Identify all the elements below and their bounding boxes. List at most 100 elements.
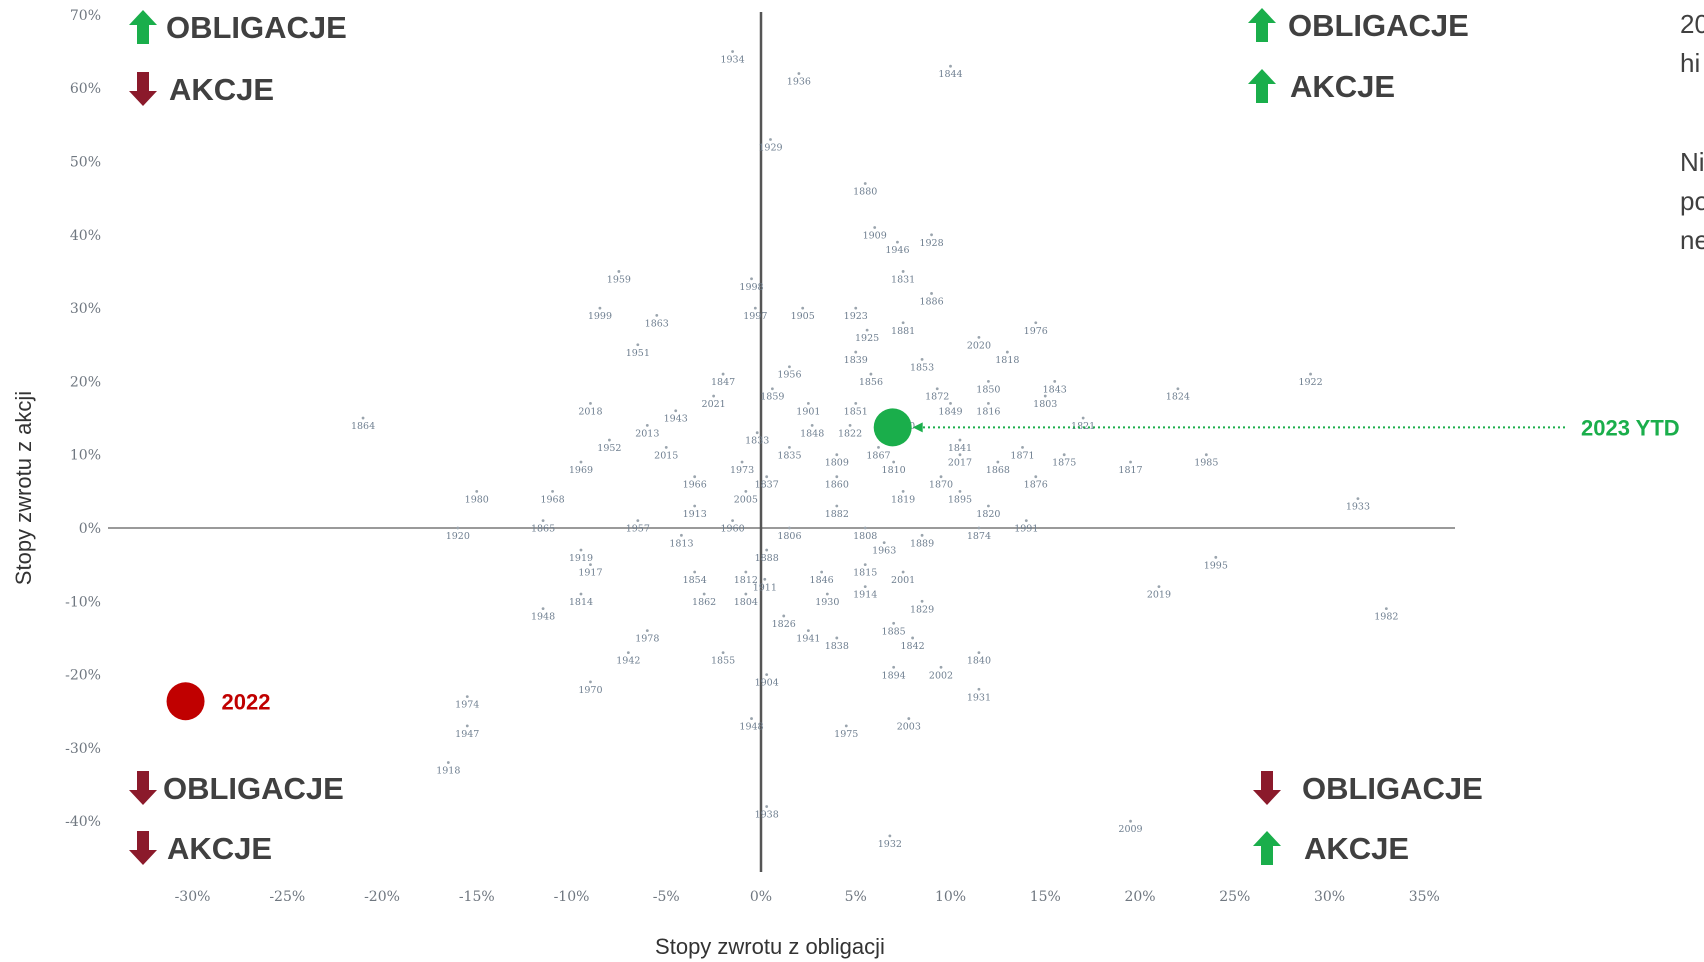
data-point-label: 2009 — [1118, 824, 1142, 835]
data-point-dot — [901, 270, 905, 273]
data-point-dot — [901, 321, 905, 325]
data-point-label: 1814 — [569, 597, 593, 608]
data-point-dot — [835, 636, 839, 640]
data-point-dot — [1034, 321, 1038, 325]
data-point-dot — [801, 306, 805, 310]
data-point-dot — [863, 526, 867, 530]
data-point-label: 1846 — [810, 575, 834, 586]
data-point-label: 1991 — [1014, 524, 1038, 535]
data-point-label: 2019 — [1147, 590, 1171, 601]
data-point-dot — [854, 306, 858, 310]
data-point-label: 2001 — [891, 575, 915, 586]
data-point-label: 1932 — [878, 839, 902, 850]
arrow-up-icon — [1248, 8, 1276, 42]
data-point-label: 1881 — [891, 326, 915, 337]
data-point-dot — [1356, 497, 1360, 501]
data-point-label: 1839 — [844, 355, 868, 366]
data-point-dot — [674, 409, 678, 413]
data-point-dot — [835, 504, 839, 508]
data-point-label: 1850 — [976, 384, 1000, 395]
data-point-label: 1976 — [1024, 326, 1048, 337]
data-point-dot — [863, 563, 867, 567]
data-point-label: 1812 — [734, 575, 758, 586]
data-point-dot — [636, 519, 640, 523]
data-point-label: 1934 — [720, 55, 744, 66]
data-point-dot — [920, 533, 924, 537]
data-point-dot — [863, 585, 867, 589]
y-tick-label: 0% — [79, 521, 101, 537]
data-point-dot — [645, 629, 649, 633]
data-point-dot — [865, 328, 869, 332]
y-tick-label: 10% — [70, 448, 101, 464]
data-point-label: 1909 — [863, 230, 887, 241]
data-point-label: 1948 — [531, 612, 555, 623]
data-point-dot — [1043, 394, 1047, 398]
y-tick-label: -10% — [65, 594, 101, 610]
data-point-dot — [882, 541, 886, 545]
data-point-dot — [901, 570, 905, 574]
data-point-label: 1848 — [800, 428, 824, 439]
y-tick-label: 40% — [70, 228, 101, 244]
data-point-label: 1872 — [925, 392, 949, 403]
data-point-label: 1966 — [683, 480, 707, 491]
y-tick-label: 20% — [70, 374, 101, 390]
data-point-label: 2015 — [654, 450, 678, 461]
data-point-label: 1862 — [692, 597, 716, 608]
data-point-dot — [911, 636, 914, 640]
data-point-dot — [1214, 555, 1218, 559]
data-point-label: 2018 — [578, 406, 602, 417]
x-tick-label: -10% — [554, 889, 590, 905]
data-point-label: 1998 — [739, 282, 763, 293]
data-point-label: 1973 — [730, 465, 754, 476]
data-point-dot — [1384, 607, 1388, 611]
y-tick-label: -30% — [65, 741, 101, 757]
data-point-label: 1868 — [986, 465, 1010, 476]
data-point-label: 1855 — [711, 656, 735, 667]
data-point-label: 1997 — [743, 311, 767, 322]
data-point-dot — [901, 489, 905, 493]
data-point-dot — [446, 761, 450, 764]
side-text-line4: po — [1680, 186, 1704, 216]
data-point-label: 1951 — [626, 348, 650, 359]
data-point-label: 2003 — [897, 722, 921, 733]
data-point-label: 1889 — [910, 538, 934, 549]
data-point-dot — [750, 717, 753, 720]
y-tick-labels: 70% 60% 50% 40% 30% 20% 10% 0% -10% -20% -30% -40% — [65, 8, 101, 830]
data-point-label: 1978 — [635, 634, 659, 645]
data-point-dot — [770, 387, 774, 391]
data-point-label: 1841 — [948, 443, 972, 454]
data-point-dot — [877, 445, 880, 449]
data-point-dot — [1204, 453, 1208, 457]
data-point-label: 1843 — [1043, 384, 1067, 395]
data-point-dot — [1053, 380, 1057, 383]
data-point-dot — [949, 401, 952, 405]
data-point-dot — [702, 592, 706, 596]
data-point-dot — [636, 343, 640, 347]
data-point-dot — [608, 438, 611, 442]
data-point-dot — [825, 592, 829, 596]
data-point-dot — [873, 226, 877, 229]
data-point-label: 1882 — [825, 509, 849, 520]
data-point-label: 1876 — [1024, 480, 1048, 491]
data-point-label: 1837 — [755, 480, 779, 491]
data-point-label: 1946 — [885, 245, 909, 256]
arrow-up-icon — [129, 10, 157, 44]
data-point-label: 1829 — [910, 604, 934, 615]
data-point-dot — [598, 306, 602, 310]
data-point-label: 1917 — [578, 568, 602, 579]
data-point-label: 1817 — [1118, 465, 1142, 476]
data-point-dot — [589, 401, 592, 405]
data-point-label: 1925 — [855, 333, 879, 344]
data-point-label: 1894 — [882, 670, 906, 681]
arrow-down-icon — [129, 831, 157, 865]
data-point-dot — [977, 336, 981, 339]
y-tick-label: 60% — [70, 81, 101, 97]
data-point-dot — [1157, 585, 1161, 589]
data-point-dot — [765, 805, 769, 808]
y-tick-label: -40% — [65, 814, 101, 830]
data-point-dot — [655, 314, 659, 317]
data-point-dot — [740, 460, 744, 464]
quadrant-label-bottom-left: OBLIGACJE — [163, 771, 344, 806]
y-tick-label: 70% — [70, 8, 101, 24]
data-point-label: 1808 — [853, 531, 877, 542]
